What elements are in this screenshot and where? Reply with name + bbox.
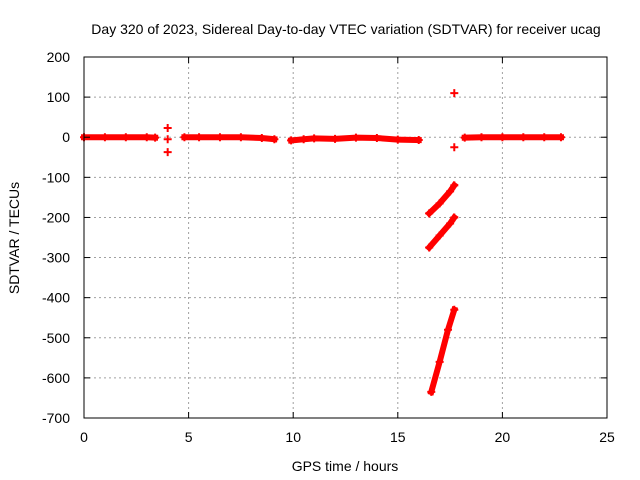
data-point: [100, 133, 109, 142]
data-point: [393, 135, 402, 144]
y-tick-label: -300: [42, 250, 70, 266]
data-point: [163, 123, 172, 132]
data-point: [450, 305, 459, 314]
data-point: [142, 133, 151, 142]
data-point: [450, 181, 459, 190]
x-tick-label: 25: [599, 429, 615, 445]
data-point: [460, 133, 469, 142]
y-tick-label: -600: [42, 370, 70, 386]
data-point: [270, 135, 279, 144]
data-point: [287, 136, 296, 145]
x-tick-label: 0: [80, 429, 88, 445]
data-point: [435, 231, 444, 240]
data-point: [477, 133, 486, 142]
data-point: [540, 133, 549, 142]
data-point: [450, 89, 459, 98]
y-tick-label: -200: [42, 209, 70, 225]
axis-ticks: 0 5 10 15 20 25 -700 -600 -500 -400 -300 -200 -100 0 1…: [42, 49, 615, 445]
data-point: [444, 325, 453, 334]
data-point: [446, 187, 455, 196]
data-point: [351, 133, 360, 142]
y-tick-label: -400: [42, 290, 70, 306]
x-tick-label: 10: [285, 429, 301, 445]
data-point: [163, 148, 172, 157]
x-tick-label: 5: [185, 429, 193, 445]
x-tick-label: 20: [495, 429, 511, 445]
y-tick-label: -700: [42, 410, 70, 426]
x-axis-label: GPS time / hours: [292, 458, 399, 474]
data-point: [519, 133, 528, 142]
data-point: [425, 209, 434, 218]
data-point: [215, 133, 224, 142]
data-point: [151, 133, 160, 142]
y-tick-label: 100: [47, 89, 71, 105]
plot-frame: [83, 56, 608, 419]
data-point: [425, 243, 434, 252]
data-point: [236, 133, 245, 142]
data-points: [80, 89, 565, 396]
data-point: [556, 133, 565, 142]
chart-title: Day 320 of 2023, Sidereal Day-to-day VTE…: [91, 21, 600, 37]
y-tick-label: 200: [47, 49, 71, 65]
data-point: [310, 134, 319, 143]
data-point: [299, 135, 308, 144]
data-point: [195, 133, 204, 142]
data-point: [163, 135, 172, 144]
data-series-segment: [424, 213, 459, 252]
data-point: [331, 134, 340, 143]
data-point: [427, 387, 436, 396]
y-tick-label: -100: [42, 169, 70, 185]
data-series-segment: [427, 305, 459, 396]
data-point: [435, 199, 444, 208]
data-point: [414, 136, 423, 145]
data-point: [435, 357, 444, 366]
data-point: [450, 213, 459, 222]
data-point: [446, 219, 455, 228]
x-tick-label: 15: [390, 429, 406, 445]
data-point: [180, 133, 189, 142]
y-axis-label: SDTVAR / TECUs: [6, 182, 22, 294]
grid-lines: [84, 57, 607, 418]
data-point: [372, 134, 381, 143]
y-tick-label: -500: [42, 330, 70, 346]
data-series-segment: [424, 181, 459, 218]
data-point: [450, 143, 459, 152]
data-point: [498, 133, 507, 142]
data-point: [121, 133, 130, 142]
data-point: [257, 134, 266, 143]
y-tick-label: 0: [62, 129, 70, 145]
